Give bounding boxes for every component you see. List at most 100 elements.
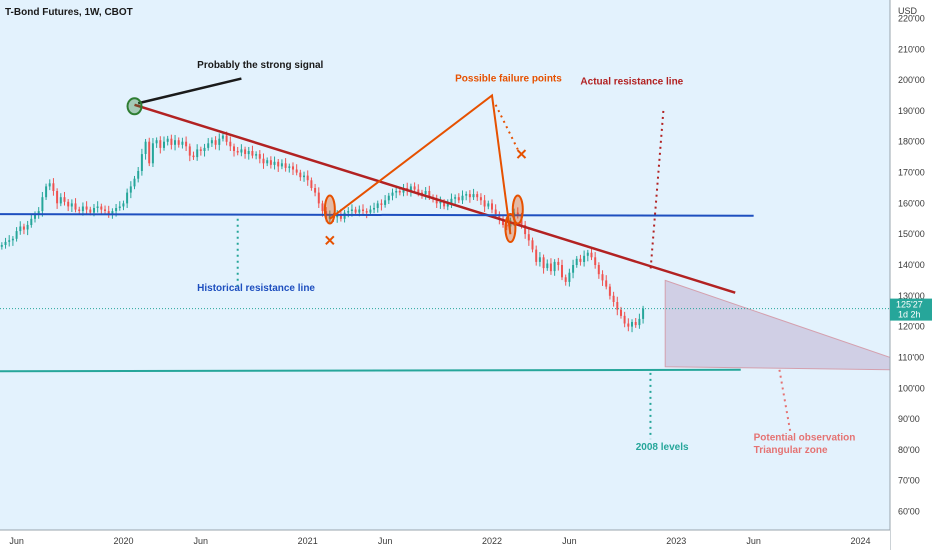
candle <box>37 211 40 215</box>
2008-levels-label: 2008 levels <box>636 442 689 453</box>
candle <box>155 140 158 144</box>
y-tick-label: 70'00 <box>898 476 920 486</box>
strong-signal-circle <box>126 97 143 116</box>
currency-label: USD <box>898 6 918 16</box>
candle <box>439 201 442 204</box>
candle <box>575 258 578 265</box>
candle <box>542 257 545 269</box>
y-tick-label: 60'00 <box>898 507 920 517</box>
candle <box>564 277 567 282</box>
y-tick-label: 130'00 <box>898 291 925 301</box>
candle <box>247 151 250 155</box>
candle <box>299 172 302 178</box>
candle <box>535 249 538 262</box>
candle <box>100 206 103 210</box>
cross-stroke <box>516 149 527 159</box>
candle <box>627 323 630 327</box>
candle <box>373 208 375 210</box>
candle <box>292 166 294 170</box>
candle <box>642 308 645 319</box>
candle <box>115 208 118 212</box>
candle <box>553 261 556 272</box>
candle <box>240 149 243 153</box>
candle <box>63 197 66 202</box>
candle <box>251 151 254 156</box>
candle <box>306 175 309 181</box>
candle <box>583 255 586 262</box>
candle <box>579 258 582 262</box>
y-tick-label: 180'00 <box>898 137 925 147</box>
candle <box>347 211 350 213</box>
candle <box>140 154 143 171</box>
leader-failure <box>494 104 519 150</box>
candle <box>233 146 235 151</box>
candle <box>638 318 641 326</box>
x-tick-label: 2023 <box>666 536 686 546</box>
candle <box>487 203 490 207</box>
candle <box>362 209 364 211</box>
candle <box>273 161 276 165</box>
candle <box>472 194 475 198</box>
failure-ellipse-1 <box>323 194 336 225</box>
candle <box>48 183 51 187</box>
y-tick-label: 160'00 <box>898 198 925 208</box>
candle <box>623 315 626 324</box>
countdown-label: 1d 2h <box>898 310 921 320</box>
candle <box>380 203 383 205</box>
candle <box>310 180 313 188</box>
y-tick-label: 90'00 <box>898 414 920 424</box>
candle <box>177 140 180 145</box>
candle <box>284 163 287 168</box>
candle <box>41 197 44 212</box>
failure-points-label: Possible failure points <box>455 74 562 85</box>
candle <box>608 286 611 296</box>
failure-ellipse-2 <box>504 213 517 244</box>
candle <box>144 141 147 154</box>
candle <box>81 206 84 212</box>
candle <box>417 189 420 193</box>
candle <box>221 135 224 139</box>
candle <box>196 149 199 158</box>
candle <box>163 141 165 148</box>
failure-ellipse-3 <box>511 194 524 225</box>
candle <box>214 140 217 145</box>
candle <box>4 241 7 245</box>
candle <box>151 143 154 164</box>
candle <box>210 140 213 144</box>
signal-pointer-line <box>137 77 242 105</box>
candle <box>122 203 125 207</box>
y-tick-label: 140'00 <box>898 260 925 270</box>
candle <box>56 191 59 204</box>
candle <box>19 226 22 232</box>
candle <box>531 240 534 250</box>
candle <box>350 209 353 211</box>
candle <box>199 149 202 151</box>
candle <box>181 141 184 145</box>
candle <box>590 252 593 258</box>
historical-resistance-label: Historical resistance line <box>197 283 315 294</box>
candle <box>280 163 283 167</box>
candle <box>166 138 169 142</box>
candle <box>159 140 162 148</box>
candle <box>376 203 379 208</box>
candle <box>561 265 563 278</box>
candle <box>133 178 136 187</box>
y-tick-label: 100'00 <box>898 383 925 393</box>
actual-resistance-line <box>134 103 736 294</box>
candle <box>52 183 55 191</box>
x-tick-label: Jun <box>562 536 577 546</box>
candle <box>468 194 471 198</box>
candle <box>188 146 191 156</box>
candle <box>465 194 468 196</box>
candle <box>22 226 25 230</box>
candle <box>255 154 258 156</box>
x-tick-label: Jun <box>194 536 209 546</box>
y-tick-label: 170'00 <box>898 168 925 178</box>
candle <box>45 186 48 198</box>
strong-signal-label: Probably the strong signal <box>197 60 323 71</box>
candle <box>170 138 173 145</box>
candle <box>262 158 265 164</box>
candle <box>269 160 272 165</box>
observation-label-2: Triangular zone <box>754 445 828 456</box>
